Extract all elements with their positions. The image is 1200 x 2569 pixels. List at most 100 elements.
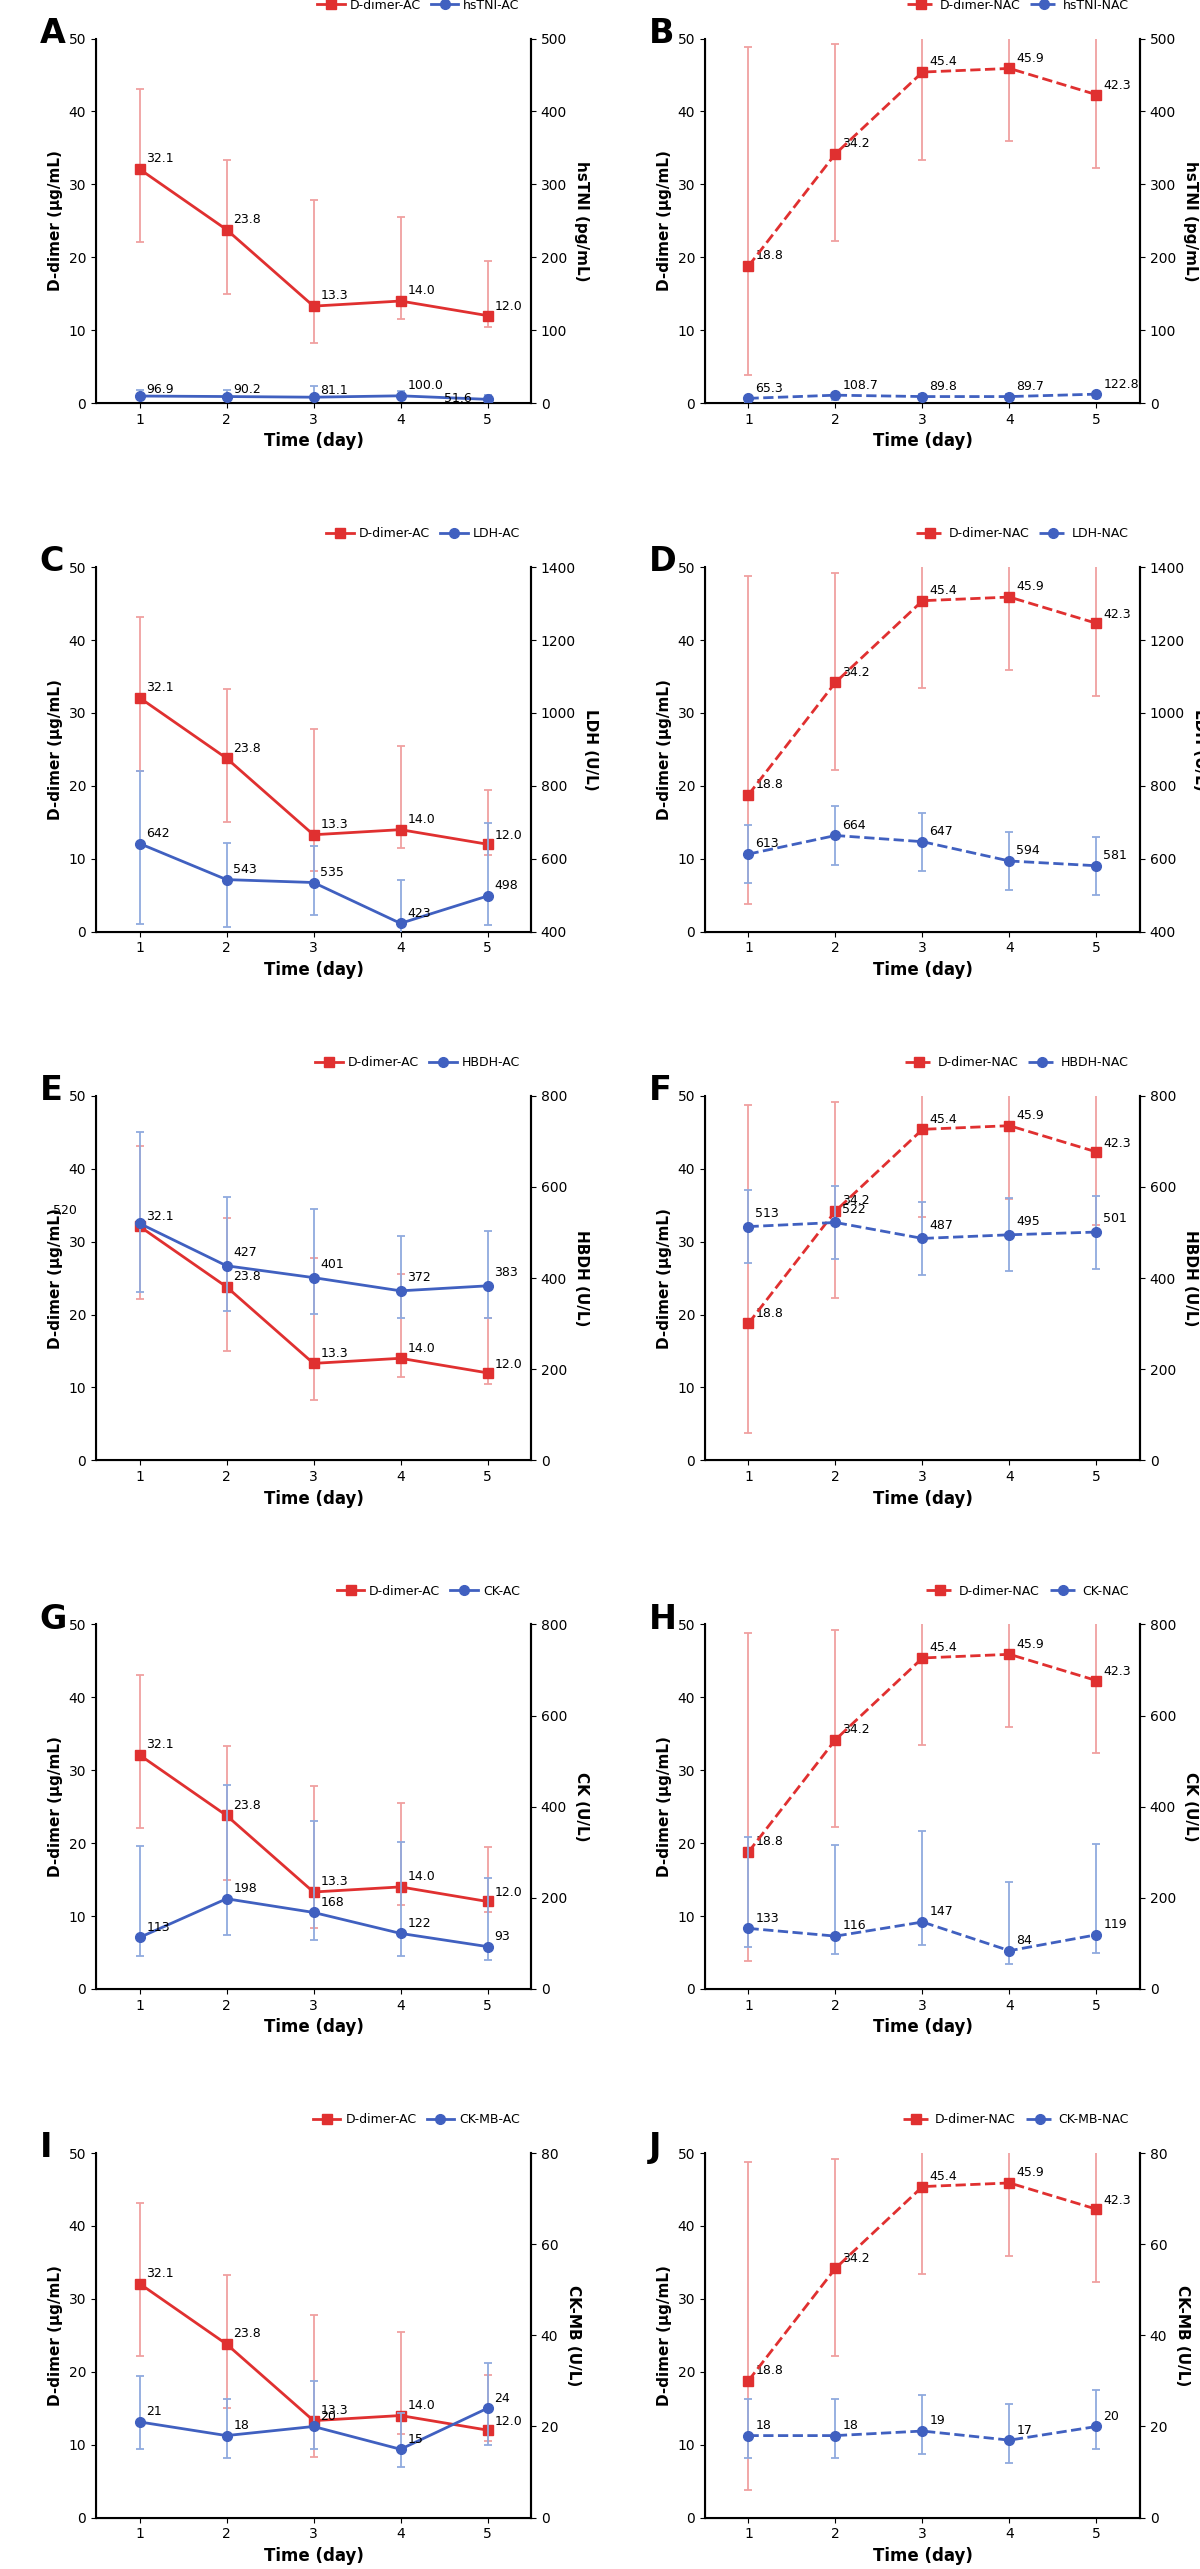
Text: 45.4: 45.4 xyxy=(930,1642,958,1654)
Y-axis label: D-dimer (μg/mL): D-dimer (μg/mL) xyxy=(658,152,672,290)
Legend: D-dimer-AC, HBDH-AC: D-dimer-AC, HBDH-AC xyxy=(311,1051,524,1074)
Text: 19: 19 xyxy=(930,2415,946,2428)
Text: 42.3: 42.3 xyxy=(1104,80,1132,92)
Text: 535: 535 xyxy=(320,866,344,879)
Text: 122.8: 122.8 xyxy=(1104,378,1139,390)
X-axis label: Time (day): Time (day) xyxy=(264,2019,364,2037)
Legend: D-dimer-NAC, hsTNI-NAC: D-dimer-NAC, hsTNI-NAC xyxy=(902,0,1134,18)
Text: 23.8: 23.8 xyxy=(234,2328,262,2340)
X-axis label: Time (day): Time (day) xyxy=(264,961,364,979)
Y-axis label: D-dimer (μg/mL): D-dimer (μg/mL) xyxy=(48,152,64,290)
Text: 18.8: 18.8 xyxy=(756,1308,784,1320)
Y-axis label: CK (U/L): CK (U/L) xyxy=(1183,1773,1199,1842)
Text: 51.6: 51.6 xyxy=(444,393,472,406)
Text: 23.8: 23.8 xyxy=(234,213,262,226)
Text: 32.1: 32.1 xyxy=(146,1739,174,1752)
Y-axis label: CK-MB (U/L): CK-MB (U/L) xyxy=(1175,2284,1189,2387)
Text: G: G xyxy=(40,1603,67,1636)
Text: 18.8: 18.8 xyxy=(756,2363,784,2376)
Text: 13.3: 13.3 xyxy=(320,817,348,832)
Text: 647: 647 xyxy=(930,825,953,837)
Text: 12.0: 12.0 xyxy=(494,2415,522,2428)
Y-axis label: D-dimer (μg/mL): D-dimer (μg/mL) xyxy=(48,1737,64,1878)
Legend: D-dimer-AC, hsTNI-AC: D-dimer-AC, hsTNI-AC xyxy=(312,0,524,18)
Text: 13.3: 13.3 xyxy=(320,290,348,303)
Text: 513: 513 xyxy=(756,1207,779,1220)
Y-axis label: D-dimer (μg/mL): D-dimer (μg/mL) xyxy=(658,1737,672,1878)
Text: 12.0: 12.0 xyxy=(494,1886,522,1898)
Text: 45.9: 45.9 xyxy=(1016,1636,1044,1652)
Y-axis label: D-dimer (μg/mL): D-dimer (μg/mL) xyxy=(658,678,672,820)
Text: 495: 495 xyxy=(1016,1215,1040,1228)
Text: A: A xyxy=(40,15,65,49)
Text: 89.7: 89.7 xyxy=(1016,380,1044,393)
Text: 42.3: 42.3 xyxy=(1104,609,1132,622)
Legend: D-dimer-AC, CK-AC: D-dimer-AC, CK-AC xyxy=(331,1580,524,1603)
Text: 93: 93 xyxy=(494,1929,510,1942)
Text: 32.1: 32.1 xyxy=(146,681,174,694)
Text: 520: 520 xyxy=(53,1202,77,1218)
Text: 133: 133 xyxy=(756,1911,779,1924)
Text: 81.1: 81.1 xyxy=(320,383,348,398)
Text: I: I xyxy=(40,2132,52,2163)
Text: 18: 18 xyxy=(756,2420,772,2433)
Text: 122: 122 xyxy=(408,1916,431,1929)
Text: 594: 594 xyxy=(1016,845,1040,858)
Text: 18.8: 18.8 xyxy=(756,249,784,262)
Y-axis label: hsTNI (pg/mL): hsTNI (pg/mL) xyxy=(575,162,589,280)
Text: 14.0: 14.0 xyxy=(408,812,436,827)
X-axis label: Time (day): Time (day) xyxy=(264,2546,364,2564)
Text: F: F xyxy=(648,1074,671,1107)
Text: 96.9: 96.9 xyxy=(146,383,174,396)
Text: 42.3: 42.3 xyxy=(1104,1135,1132,1151)
Text: 23.8: 23.8 xyxy=(234,1798,262,1811)
Text: 108.7: 108.7 xyxy=(842,378,878,390)
Text: 45.4: 45.4 xyxy=(930,57,958,69)
X-axis label: Time (day): Time (day) xyxy=(872,2019,972,2037)
Legend: D-dimer-AC, LDH-AC: D-dimer-AC, LDH-AC xyxy=(322,522,524,545)
Text: 42.3: 42.3 xyxy=(1104,1665,1132,1678)
Text: 664: 664 xyxy=(842,820,866,832)
Text: 32.1: 32.1 xyxy=(146,1210,174,1223)
Text: 198: 198 xyxy=(234,1883,257,1896)
Text: 34.2: 34.2 xyxy=(842,136,870,149)
Text: 581: 581 xyxy=(1104,850,1127,863)
Text: 147: 147 xyxy=(930,1906,953,1919)
Y-axis label: D-dimer (μg/mL): D-dimer (μg/mL) xyxy=(48,1207,64,1349)
Text: 13.3: 13.3 xyxy=(320,1875,348,1888)
Text: 23.8: 23.8 xyxy=(234,742,262,755)
Y-axis label: LDH (U/L): LDH (U/L) xyxy=(583,709,598,791)
Text: 34.2: 34.2 xyxy=(842,1724,870,1737)
Text: 13.3: 13.3 xyxy=(320,1346,348,1359)
Text: 14.0: 14.0 xyxy=(408,1341,436,1354)
Y-axis label: hsTNI (pg/mL): hsTNI (pg/mL) xyxy=(1183,162,1199,280)
Text: 14.0: 14.0 xyxy=(408,2399,436,2412)
Text: D: D xyxy=(648,545,677,578)
Text: 45.9: 45.9 xyxy=(1016,581,1044,593)
Text: H: H xyxy=(648,1603,677,1636)
Text: 45.4: 45.4 xyxy=(930,583,958,596)
Text: 14.0: 14.0 xyxy=(408,285,436,298)
X-axis label: Time (day): Time (day) xyxy=(872,2546,972,2564)
Text: 14.0: 14.0 xyxy=(408,1870,436,1883)
Text: 45.9: 45.9 xyxy=(1016,2166,1044,2179)
Text: 45.9: 45.9 xyxy=(1016,1110,1044,1123)
Text: 168: 168 xyxy=(320,1896,344,1909)
Text: 90.2: 90.2 xyxy=(234,383,262,396)
Text: 18: 18 xyxy=(234,2420,250,2433)
Text: 21: 21 xyxy=(146,2405,162,2417)
Text: 12.0: 12.0 xyxy=(494,301,522,313)
Text: 372: 372 xyxy=(408,1272,431,1284)
Text: 24: 24 xyxy=(494,2392,510,2405)
Text: 32.1: 32.1 xyxy=(146,152,174,164)
Y-axis label: LDH (U/L): LDH (U/L) xyxy=(1192,709,1200,791)
Text: 42.3: 42.3 xyxy=(1104,2194,1132,2207)
Text: 12.0: 12.0 xyxy=(494,830,522,843)
Text: 113: 113 xyxy=(146,1922,170,1934)
Text: 45.9: 45.9 xyxy=(1016,51,1044,64)
X-axis label: Time (day): Time (day) xyxy=(264,432,364,450)
Legend: D-dimer-NAC, LDH-NAC: D-dimer-NAC, LDH-NAC xyxy=(911,522,1134,545)
Text: 45.4: 45.4 xyxy=(930,1112,958,1125)
Text: 32.1: 32.1 xyxy=(146,2266,174,2279)
Text: C: C xyxy=(40,545,64,578)
